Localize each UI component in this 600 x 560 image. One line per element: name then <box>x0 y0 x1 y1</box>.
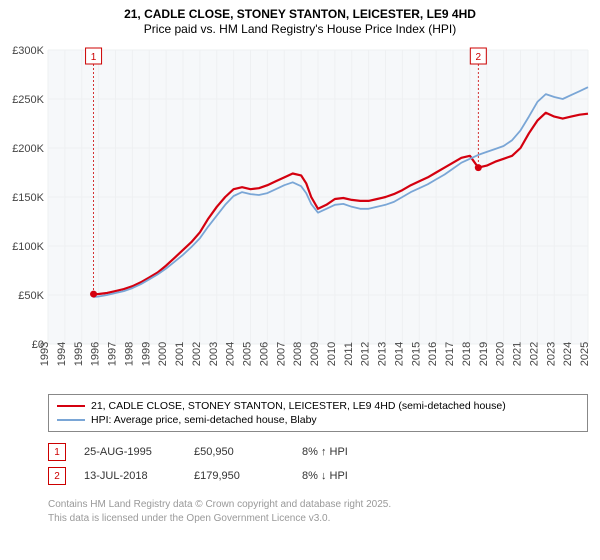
legend-label: HPI: Average price, semi-detached house,… <box>91 414 317 426</box>
svg-text:2020: 2020 <box>495 342 507 366</box>
svg-text:2025: 2025 <box>579 342 591 366</box>
svg-text:£100K: £100K <box>12 241 44 253</box>
svg-text:2019: 2019 <box>478 342 490 366</box>
svg-text:£250K: £250K <box>12 94 44 106</box>
legend-swatch <box>57 419 85 421</box>
attribution: Contains HM Land Registry data © Crown c… <box>48 498 588 525</box>
svg-text:2006: 2006 <box>258 342 270 366</box>
svg-text:2001: 2001 <box>174 342 186 366</box>
svg-text:2004: 2004 <box>225 342 237 366</box>
svg-text:2014: 2014 <box>393 342 405 366</box>
svg-text:2010: 2010 <box>326 342 338 366</box>
chart-title: 21, CADLE CLOSE, STONEY STANTON, LEICEST… <box>0 0 600 22</box>
legend-item: HPI: Average price, semi-detached house,… <box>57 413 579 427</box>
svg-text:1997: 1997 <box>107 342 119 366</box>
event-badge: 2 <box>48 467 66 485</box>
svg-text:1993: 1993 <box>39 342 51 366</box>
svg-text:2013: 2013 <box>377 342 389 366</box>
event-date: 25-AUG-1995 <box>84 446 176 458</box>
svg-text:1995: 1995 <box>73 342 85 366</box>
event-price: £179,950 <box>194 470 284 482</box>
event-change: 8% ↓ HPI <box>302 470 348 482</box>
svg-text:2015: 2015 <box>410 342 422 366</box>
svg-text:2023: 2023 <box>545 342 557 366</box>
svg-text:2008: 2008 <box>292 342 304 366</box>
svg-text:2018: 2018 <box>461 342 473 366</box>
event-table: 1 25-AUG-1995 £50,950 8% ↑ HPI 2 13-JUL-2018 £… <box>48 440 588 488</box>
event-price: £50,950 <box>194 446 284 458</box>
svg-text:2005: 2005 <box>242 342 254 366</box>
svg-text:£300K: £300K <box>12 45 44 57</box>
event-badge: 1 <box>48 443 66 461</box>
chart-subtitle: Price paid vs. HM Land Registry's House … <box>0 22 600 40</box>
svg-text:£200K: £200K <box>12 143 44 155</box>
line-chart: £0£50K£100K£150K£200K£250K£300K199319941… <box>0 44 600 384</box>
svg-text:1998: 1998 <box>123 342 135 366</box>
svg-text:2022: 2022 <box>528 342 540 366</box>
chart-container: £0£50K£100K£150K£200K£250K£300K199319941… <box>0 44 600 384</box>
svg-text:2003: 2003 <box>208 342 220 366</box>
event-row: 1 25-AUG-1995 £50,950 8% ↑ HPI <box>48 440 588 464</box>
event-row: 2 13-JUL-2018 £179,950 8% ↓ HPI <box>48 464 588 488</box>
svg-text:2016: 2016 <box>427 342 439 366</box>
legend-label: 21, CADLE CLOSE, STONEY STANTON, LEICEST… <box>91 400 506 412</box>
svg-text:1999: 1999 <box>140 342 152 366</box>
svg-text:2007: 2007 <box>275 342 287 366</box>
svg-text:2021: 2021 <box>512 342 524 366</box>
legend: 21, CADLE CLOSE, STONEY STANTON, LEICEST… <box>48 394 588 432</box>
attr-line-1: Contains HM Land Registry data © Crown c… <box>48 498 588 512</box>
svg-text:2002: 2002 <box>191 342 203 366</box>
svg-text:2011: 2011 <box>343 342 355 366</box>
svg-text:2000: 2000 <box>157 342 169 366</box>
legend-swatch <box>57 405 85 407</box>
svg-text:1996: 1996 <box>90 342 102 366</box>
attr-line-2: This data is licensed under the Open Gov… <box>48 512 588 526</box>
svg-text:2: 2 <box>476 52 482 63</box>
svg-text:1: 1 <box>91 52 97 63</box>
svg-text:£150K: £150K <box>12 192 44 204</box>
svg-text:2024: 2024 <box>562 342 574 366</box>
svg-text:2012: 2012 <box>360 342 372 366</box>
event-change: 8% ↑ HPI <box>302 446 348 458</box>
event-date: 13-JUL-2018 <box>84 470 176 482</box>
legend-item: 21, CADLE CLOSE, STONEY STANTON, LEICEST… <box>57 399 579 413</box>
svg-text:2017: 2017 <box>444 342 456 366</box>
svg-text:£50K: £50K <box>18 290 44 302</box>
svg-text:2009: 2009 <box>309 342 321 366</box>
svg-text:1994: 1994 <box>56 342 68 366</box>
